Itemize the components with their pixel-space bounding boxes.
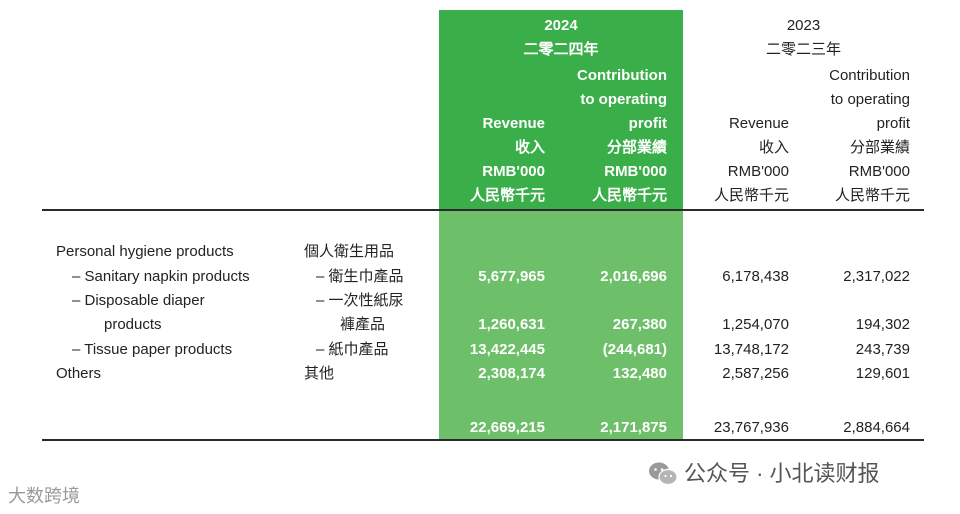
cell-op-2023: 2,317,022 (843, 268, 910, 285)
cell-op-2024: 267,380 (612, 316, 667, 333)
row-label-en: – Disposable diaper (72, 292, 205, 309)
year-2024: 2024 (544, 17, 578, 34)
cell-op-2024: (244,681) (602, 341, 667, 358)
row-label-cn: 褲產品 (340, 316, 386, 333)
row-label-cn: – 紙巾產品 (316, 341, 389, 358)
cell-rev-2024: 5,677,965 (478, 268, 545, 285)
row-label-en: Others (56, 365, 102, 382)
header-rule (42, 209, 924, 211)
year-2023: 2023 (786, 17, 821, 34)
highlight-band-2024-body (439, 211, 683, 440)
hdr-2024-revenue-unit: RMB'000 (482, 163, 545, 180)
hdr-2023-op-cn: 分部業績 (849, 139, 910, 156)
highlight-band-2024-header (439, 10, 683, 211)
year-2024-cn: 二零二四年 (523, 41, 599, 58)
cell-rev-2023: 13,748,172 (713, 341, 789, 358)
cell-rev-2023: 2,587,256 (722, 365, 789, 382)
hdr-2023-revenue-unit-cn: 人民幣千元 (713, 187, 789, 204)
total-rev-2024: 22,669,215 (469, 419, 545, 436)
hdr-2024-op-cn: 分部業績 (606, 139, 667, 156)
year-2023-cn: 二零二三年 (765, 41, 841, 58)
hdr-2024-revenue-cn: 收入 (514, 139, 545, 156)
total-rule (42, 439, 924, 441)
row-label-en: – Sanitary napkin products (72, 268, 250, 285)
hdr-2024-op-unit-cn: 人民幣千元 (591, 187, 667, 204)
hdr-2023-op-line2: to operating (830, 91, 910, 108)
hdr-2023-revenue-unit: RMB'000 (727, 163, 789, 180)
wechat-icon (649, 462, 678, 486)
watermark-brand: 大数跨境 (8, 486, 80, 506)
total-op-2024: 2,171,875 (600, 419, 667, 436)
cell-op-2024: 132,480 (612, 365, 667, 382)
hdr-2023-op-line1: Contribution (829, 67, 910, 84)
watermark-account: 公众号 · 小北读财报 (684, 461, 880, 486)
row-label-cn: 其他 (304, 365, 335, 382)
hdr-2024-op-line3: profit (628, 115, 667, 132)
hdr-2023-op-unit-cn: 人民幣千元 (834, 187, 910, 204)
row-label-en: products (104, 316, 162, 333)
row-label-cn: 個人衛生用品 (304, 243, 395, 260)
cell-op-2023: 243,739 (855, 341, 910, 358)
hdr-2023-revenue-cn: 收入 (758, 139, 789, 156)
row-label-en: Personal hygiene products (56, 243, 234, 260)
cell-op-2024: 2,016,696 (600, 268, 667, 285)
cell-op-2023: 129,601 (855, 365, 910, 382)
hdr-2024-op-unit: RMB'000 (604, 163, 667, 180)
cell-rev-2023: 6,178,438 (722, 268, 789, 285)
hdr-2024-revenue-en: Revenue (482, 115, 545, 132)
total-rev-2023: 23,767,936 (713, 419, 789, 436)
hdr-2023-op-unit: RMB'000 (848, 163, 910, 180)
row-label-en: – Tissue paper products (72, 341, 233, 358)
row-label-cn: – 衛生巾產品 (316, 268, 404, 285)
hdr-2023-op-line3: profit (876, 115, 910, 132)
hdr-2023-revenue-en: Revenue (728, 115, 789, 132)
cell-rev-2023: 1,254,070 (722, 316, 789, 333)
total-op-2023: 2,884,664 (843, 419, 910, 436)
hdr-2024-op-line1: Contribution (577, 67, 667, 84)
cell-op-2023: 194,302 (855, 316, 910, 333)
cell-rev-2024: 2,308,174 (478, 365, 545, 382)
cell-rev-2024: 13,422,445 (469, 341, 545, 358)
hdr-2024-revenue-unit-cn: 人民幣千元 (469, 187, 545, 204)
hdr-2024-op-line2: to operating (580, 91, 667, 108)
row-label-cn: – 一次性紙尿 (316, 292, 404, 309)
cell-rev-2024: 1,260,631 (478, 316, 545, 333)
